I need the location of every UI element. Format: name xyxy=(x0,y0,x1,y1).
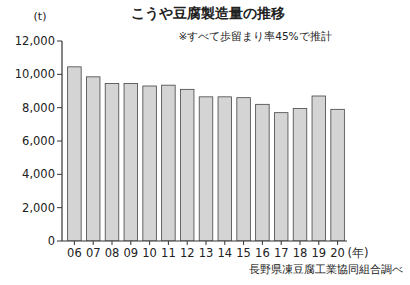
x-tick-label: 13 xyxy=(199,246,214,260)
y-tick-label: 8,000 xyxy=(22,101,55,115)
bar xyxy=(331,109,345,241)
y-tick-label: 6,000 xyxy=(22,134,55,148)
y-tick-label: 12,000 xyxy=(15,34,55,48)
x-tick-label: 10 xyxy=(142,246,157,260)
title: こうや豆腐製造量の推移 xyxy=(131,5,285,22)
x-tick-label: 06 xyxy=(67,246,82,260)
x-tick xyxy=(74,241,75,245)
y-axis xyxy=(61,41,62,241)
note: ※すべて歩留まり率45%で推計 xyxy=(178,30,331,43)
x-tick xyxy=(262,241,263,245)
bar xyxy=(180,89,194,241)
x-tick xyxy=(168,241,169,245)
y-axis-label: (t) xyxy=(34,10,47,23)
y-tick xyxy=(57,107,62,108)
x-tick xyxy=(112,241,113,245)
bar xyxy=(143,86,157,241)
x-tick xyxy=(337,241,338,245)
x-tick xyxy=(149,241,150,245)
x-tick-label: 18 xyxy=(293,246,308,260)
bar xyxy=(312,96,326,241)
x-tick-label: 19 xyxy=(311,246,326,260)
x-tick xyxy=(93,241,94,245)
y-tick xyxy=(57,241,62,242)
y-tick-label: 0 xyxy=(48,234,55,248)
bar xyxy=(237,98,251,241)
y-tick xyxy=(57,41,62,42)
x-tick xyxy=(130,241,131,245)
x-tick-label: 17 xyxy=(274,246,289,260)
x-tick xyxy=(206,241,207,245)
bars xyxy=(68,67,345,241)
x-tick xyxy=(224,241,225,245)
x-tick xyxy=(243,241,244,245)
x-tick-label: 16 xyxy=(255,246,270,260)
y-tick-label: 2,000 xyxy=(22,201,55,215)
x-tick xyxy=(187,241,188,245)
x-tick-label: 12 xyxy=(180,246,195,260)
x-tick-label: 07 xyxy=(86,246,101,260)
x-tick-label: 11 xyxy=(161,246,176,260)
y-tick xyxy=(57,174,62,175)
x-axis-label: (年) xyxy=(348,246,369,260)
y-tick-label: 4,000 xyxy=(22,167,55,181)
chart: こうや豆腐製造量の推移 (t) ※すべて歩留まり率45%で推計長野県凍豆腐工業協同組… xyxy=(0,0,410,285)
bar xyxy=(124,84,138,242)
bar xyxy=(105,84,119,242)
x-tick xyxy=(300,241,301,245)
x-tick-label: 09 xyxy=(123,246,138,260)
x-tick-label: 20 xyxy=(330,246,345,260)
bar xyxy=(162,85,176,241)
bar xyxy=(293,109,307,242)
bar xyxy=(256,104,270,241)
bar xyxy=(199,97,213,241)
bar xyxy=(86,77,100,241)
y-tick xyxy=(57,141,62,142)
bar xyxy=(218,97,232,241)
y-tick-label: 10,000 xyxy=(15,67,55,81)
source: 長野県凍豆腐工業協同組合調べ xyxy=(249,263,403,275)
x-tick xyxy=(318,241,319,245)
x-axis xyxy=(62,240,347,241)
y-tick xyxy=(57,207,62,208)
x-tick-label: 15 xyxy=(236,246,251,260)
y-tick xyxy=(57,74,62,75)
bar xyxy=(68,67,82,241)
x-tick-label: 08 xyxy=(105,246,120,260)
bar xyxy=(274,113,288,241)
x-tick xyxy=(281,241,282,245)
x-tick-label: 14 xyxy=(217,246,232,260)
